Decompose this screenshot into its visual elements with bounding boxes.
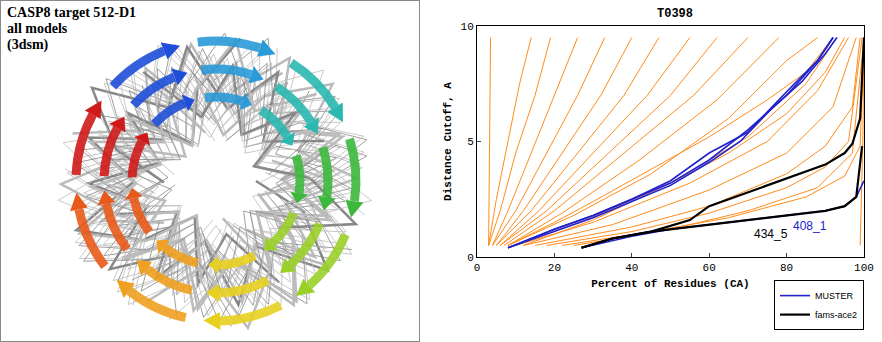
html-text:(3dsm): (3dsm) bbox=[7, 37, 49, 52]
svg-text:20: 20 bbox=[548, 262, 561, 274]
html-text:CASP8 target 512-D1: CASP8 target 512-D1 bbox=[7, 5, 137, 20]
svg-text:100: 100 bbox=[854, 262, 874, 274]
svg-text:fams-ace2: fams-ace2 bbox=[815, 310, 857, 320]
svg-text:80: 80 bbox=[780, 262, 793, 274]
svg-text:434_5: 434_5 bbox=[754, 227, 788, 241]
svg-text:60: 60 bbox=[703, 262, 716, 274]
svg-text:Percent of Residues (CA): Percent of Residues (CA) bbox=[591, 278, 749, 290]
svg-text:40: 40 bbox=[625, 262, 638, 274]
svg-text:MUSTER: MUSTER bbox=[815, 291, 854, 301]
svg-text:T0398: T0398 bbox=[657, 7, 693, 21]
svg-text:0: 0 bbox=[474, 262, 481, 274]
html-text:all models: all models bbox=[7, 21, 68, 36]
svg-text:Distance Cutoff, A: Distance Cutoff, A bbox=[442, 82, 454, 201]
svg-text:0: 0 bbox=[467, 252, 474, 264]
svg-text:10: 10 bbox=[461, 21, 474, 33]
svg-text:5: 5 bbox=[467, 136, 474, 148]
svg-text:408_1: 408_1 bbox=[793, 219, 827, 233]
